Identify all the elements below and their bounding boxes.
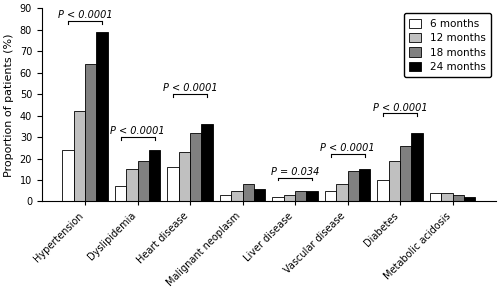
Bar: [325, 191, 336, 201]
Bar: [400, 146, 411, 201]
Bar: [62, 150, 74, 201]
Text: P < 0.0001: P < 0.0001: [58, 10, 112, 20]
Bar: [242, 184, 254, 201]
Bar: [464, 197, 475, 201]
Bar: [168, 167, 179, 201]
Bar: [232, 191, 242, 201]
Bar: [272, 197, 284, 201]
Bar: [149, 150, 160, 201]
Text: P < 0.0001: P < 0.0001: [372, 102, 428, 112]
Y-axis label: Proportion of patients (%): Proportion of patients (%): [4, 33, 14, 177]
Legend: 6 months, 12 months, 18 months, 24 months: 6 months, 12 months, 18 months, 24 month…: [404, 13, 490, 77]
Bar: [254, 189, 265, 201]
Bar: [295, 191, 306, 201]
Bar: [378, 180, 388, 201]
Bar: [190, 133, 202, 201]
Bar: [430, 193, 441, 201]
Bar: [359, 169, 370, 201]
Bar: [85, 64, 96, 201]
Text: P < 0.0001: P < 0.0001: [110, 126, 165, 136]
Bar: [388, 161, 400, 201]
Bar: [96, 32, 108, 201]
Bar: [336, 184, 347, 201]
Text: P < 0.0001: P < 0.0001: [163, 83, 218, 93]
Text: P < 0.0001: P < 0.0001: [320, 143, 375, 153]
Bar: [284, 195, 295, 201]
Text: P = 0.034: P = 0.034: [271, 167, 320, 177]
Bar: [306, 191, 318, 201]
Bar: [452, 195, 464, 201]
Bar: [202, 124, 212, 201]
Bar: [115, 186, 126, 201]
Bar: [412, 133, 422, 201]
Bar: [138, 161, 149, 201]
Bar: [179, 152, 190, 201]
Bar: [74, 111, 85, 201]
Bar: [220, 195, 232, 201]
Bar: [348, 171, 359, 201]
Bar: [441, 193, 452, 201]
Bar: [126, 169, 138, 201]
